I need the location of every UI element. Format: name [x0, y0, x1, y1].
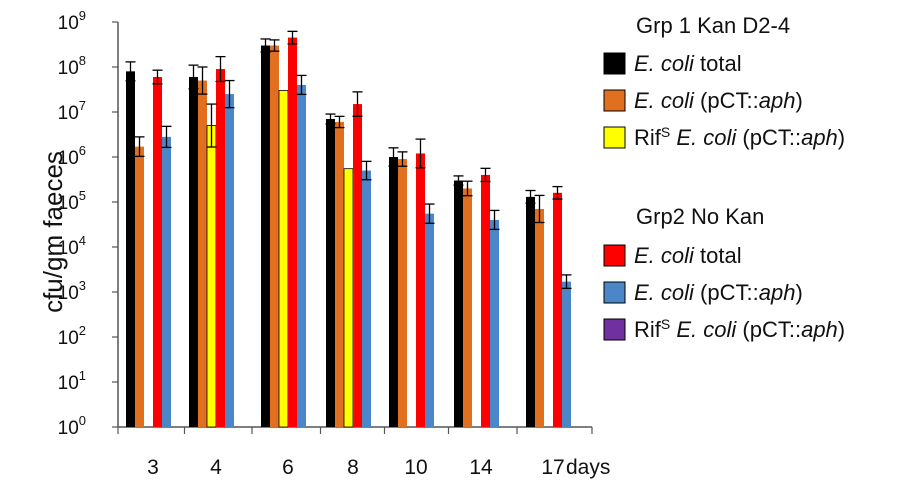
bar: [326, 118, 335, 428]
bar: [225, 94, 234, 427]
y-tick-label: 108: [58, 53, 86, 79]
legend-swatch: [603, 89, 626, 112]
legend-swatch: [603, 281, 626, 304]
x-tick-label: 8: [347, 456, 359, 479]
legend: Grp 1 Kan D2-4 Grp2 No Kan E. coli total E.…: [603, 13, 845, 342]
bar: [343, 168, 354, 428]
bar-series: [126, 37, 571, 428]
y-tick-label: 109: [58, 8, 86, 34]
tick-labels: 100 101 102 103 104 105 106 107 108 109 3 4 6 8 10 14 17…: [58, 8, 611, 479]
bar: [206, 125, 217, 428]
bar: [481, 174, 490, 427]
y-tick-label: 104: [58, 233, 86, 259]
legend-group-title: Grp 1 Kan D2-4: [636, 13, 790, 38]
y-tick-label: 101: [58, 368, 86, 394]
bar: [463, 188, 472, 427]
legend-entry: E. coli total: [634, 243, 742, 268]
bar: [389, 157, 398, 427]
bar: [454, 180, 463, 427]
legend-entry: E. coli total: [634, 51, 742, 76]
bar: [162, 136, 171, 428]
bar: [362, 170, 371, 427]
y-tick-label: 100: [58, 413, 86, 439]
bar: [297, 84, 306, 428]
bar: [270, 45, 279, 428]
legend-swatch: [603, 244, 626, 267]
bar: [135, 146, 144, 427]
error-bars: [125, 30, 572, 290]
legend-entry: RifS E. coli (pCT::aph): [634, 316, 845, 342]
bar: [198, 80, 207, 427]
x-tick-label: 14: [469, 456, 493, 479]
bar: [562, 281, 571, 427]
bar: [288, 37, 297, 427]
y-tick-label: 103: [58, 278, 86, 304]
bar: [216, 69, 225, 428]
x-tick-label: 6: [282, 456, 294, 479]
bar: [189, 76, 198, 428]
legend-swatch: [603, 52, 626, 75]
bar: [490, 219, 499, 427]
bar: [335, 121, 344, 428]
bar: [353, 104, 362, 427]
bar: [553, 192, 562, 427]
legend-entry: RifS E. coli (pCT::aph): [634, 124, 845, 150]
bar: [278, 90, 289, 428]
bar: [398, 159, 407, 427]
bar: [526, 196, 535, 427]
legend-entry: E. coli (pCT::aph): [634, 280, 803, 305]
bar: [535, 208, 544, 427]
bar: [153, 76, 162, 428]
x-tick-label: 10: [404, 456, 427, 479]
y-tick-label: 107: [58, 98, 86, 124]
y-axis-label: cfu/gm faeces: [38, 151, 68, 313]
x-tick-label: 17: [541, 456, 564, 479]
y-tick-label: 105: [58, 188, 86, 214]
bar: [425, 213, 434, 427]
x-tick-label: 3: [147, 456, 159, 479]
x-tick-label: 4: [210, 456, 222, 479]
x-unit-label: days: [566, 456, 610, 479]
legend-swatch: [603, 126, 626, 149]
legend-group-title: Grp2 No Kan: [636, 204, 764, 229]
y-tick-label: 102: [58, 323, 86, 349]
bar: [261, 45, 270, 428]
legend-entry: E. coli (pCT::aph): [634, 88, 803, 113]
bar: [416, 153, 425, 428]
legend-swatch: [603, 318, 626, 341]
bar: [126, 71, 135, 427]
y-tick-label: 106: [58, 143, 86, 169]
